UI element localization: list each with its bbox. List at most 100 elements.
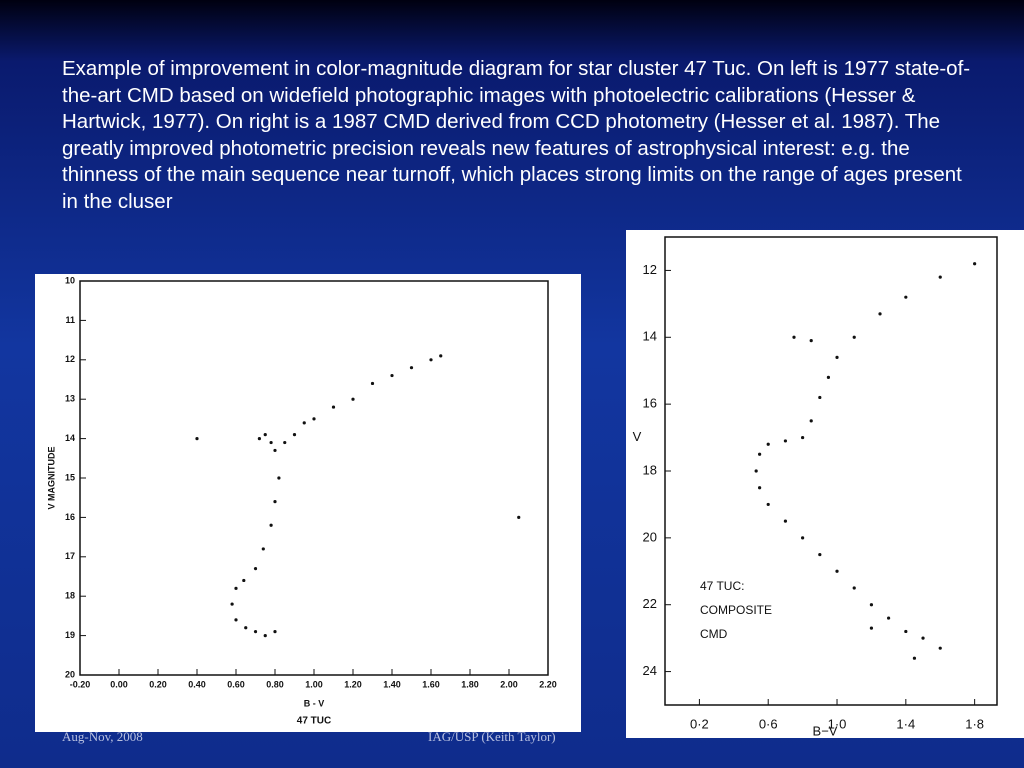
data-point [938,646,942,650]
y-tick-label: 10 [65,275,75,285]
x-tick-label: 1.40 [383,679,401,689]
x-tick-label: 0.20 [149,679,167,689]
y-tick-label: 18 [643,462,657,477]
data-point [234,586,238,590]
y-axis-label: V MAGNITUDE [46,447,56,510]
x-tick-label: 1.60 [422,679,440,689]
data-point [244,626,248,630]
data-point [277,476,281,480]
data-point [792,335,796,339]
data-point [253,567,258,571]
x-tick-label: 2.20 [539,679,557,689]
data-point [257,437,261,441]
data-point [754,469,758,473]
data-point [195,437,199,441]
data-point [835,569,839,573]
data-point [801,435,805,440]
data-point [878,312,882,316]
data-point [835,355,839,359]
x-tick-label: 0.00 [110,679,128,689]
annotation: 47 TUC: [700,579,744,593]
x-tick-label: 0·6 [759,716,778,731]
data-point [758,486,762,490]
y-axis-label: V [633,429,642,444]
x-tick-label: 1·8 [965,716,984,731]
data-point [292,433,297,437]
data-point [783,519,788,523]
x-tick-label: 1·0 [828,716,847,731]
data-point [253,630,258,634]
y-tick-label: 15 [65,472,75,482]
data-point [869,603,874,607]
data-point [273,630,277,634]
data-point [809,339,813,343]
y-tick-label: 24 [643,663,657,678]
data-point [263,433,267,437]
y-tick-label: 20 [65,669,75,679]
data-point [331,405,336,409]
footer-left: Aug-Nov, 2008 [62,729,143,744]
data-point [852,586,856,590]
y-tick-label: 22 [643,596,657,611]
data-point [783,439,788,443]
data-point [758,452,762,456]
data-point [921,636,925,640]
footer-right: IAG/USP (Keith Taylor) [428,729,556,744]
x-tick-label: 0.40 [188,679,206,689]
x-tick-label: 1·4 [896,716,915,731]
data-point [904,295,908,299]
data-point [230,602,234,606]
data-point [904,629,908,634]
data-point [370,381,375,386]
x-tick-label: 1.20 [344,679,362,689]
y-tick-label: 12 [65,354,75,364]
data-point [938,275,942,279]
data-point [439,354,443,358]
annotation: CMD [700,627,728,641]
data-point [302,421,306,425]
data-point [818,552,822,557]
data-point [912,656,917,660]
y-tick-label: 18 [65,591,75,601]
data-point [312,417,316,421]
x-axis-label: B - V [304,698,325,708]
data-point [818,395,822,400]
data-point [801,536,805,540]
x-tick-label: 2.00 [500,679,518,689]
data-point [766,442,770,446]
x-tick-label: 1.80 [461,679,479,689]
y-tick-label: 14 [643,329,657,344]
data-point [261,547,265,551]
data-point [273,448,277,453]
left-panel [35,274,581,732]
right-panel [626,230,1024,738]
data-point [973,262,977,266]
data-point [852,335,856,339]
data-point [269,523,273,527]
data-point [887,616,891,620]
data-point [242,578,246,583]
data-point [351,397,355,401]
x-axis-label: B−V [813,723,838,738]
data-point [409,366,414,370]
data-point [273,500,277,504]
y-tick-label: 14 [65,433,75,443]
annotation: COMPOSITE [700,603,772,617]
y-tick-label: 11 [65,315,75,325]
data-point [869,626,874,630]
y-tick-label: 20 [643,529,657,544]
y-tick-label: 13 [65,394,75,404]
data-point [263,634,267,638]
x-tick-label: 0.80 [266,679,284,689]
y-tick-label: 19 [65,630,75,640]
y-tick-label: 16 [643,396,657,411]
data-point [766,502,770,507]
slide-text: Example of improvement in color-magnitud… [62,57,971,213]
data-point [826,375,831,379]
data-point [283,440,287,445]
data-point [234,618,238,622]
x-tick-label: -0.20 [70,679,91,689]
y-tick-label: 16 [65,512,75,522]
